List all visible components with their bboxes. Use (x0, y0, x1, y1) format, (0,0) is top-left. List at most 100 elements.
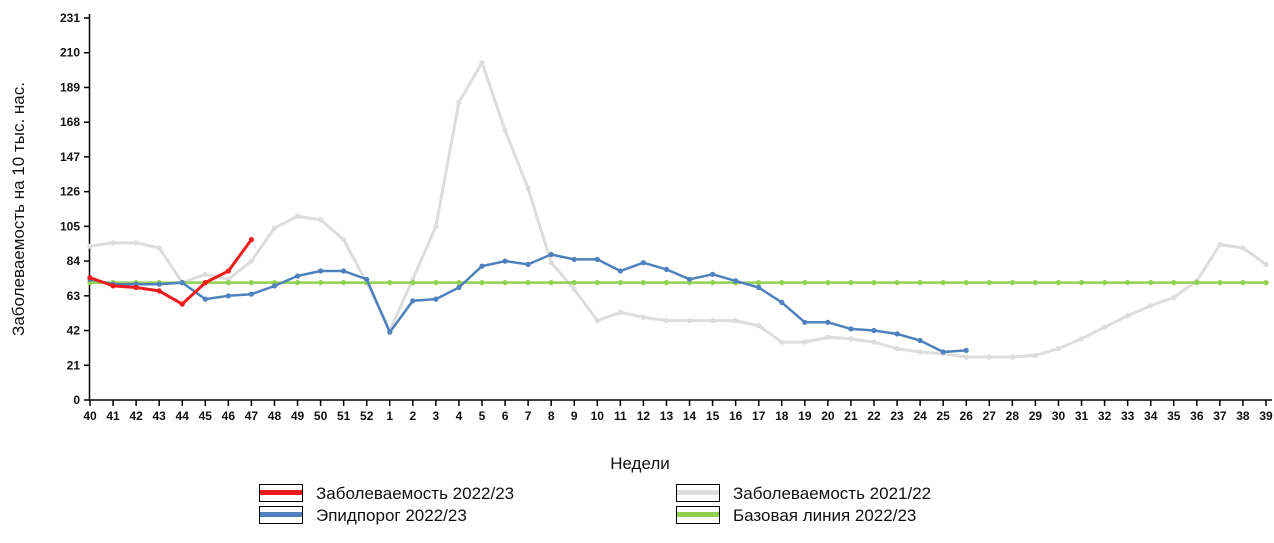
data-point (202, 280, 208, 286)
data-point (225, 280, 231, 286)
x-tick-label: 21 (844, 409, 858, 423)
y-tick-label: 189 (60, 80, 80, 94)
y-tick-label: 0 (73, 393, 80, 407)
data-point (825, 334, 831, 340)
data-point (594, 318, 600, 324)
data-point (779, 299, 785, 305)
data-point (1217, 280, 1223, 286)
data-point (848, 326, 854, 332)
data-point (502, 280, 508, 286)
data-point (663, 318, 670, 324)
x-tick-label: 52 (360, 409, 374, 423)
data-point (1078, 280, 1085, 286)
x-tick-label: 43 (152, 409, 166, 423)
legend-label: Базовая линия 2022/23 (733, 506, 916, 525)
data-point (433, 296, 439, 302)
data-point (225, 268, 231, 274)
x-tick-label: 5 (479, 409, 486, 423)
data-point (756, 280, 762, 286)
x-tick-label: 34 (1144, 409, 1158, 423)
data-point (525, 185, 531, 191)
data-point (1102, 324, 1108, 330)
data-point (571, 280, 577, 286)
legend-swatch (260, 490, 302, 495)
y-tick-label: 21 (67, 358, 81, 372)
y-tick-label: 210 (60, 46, 80, 60)
data-point (502, 127, 508, 134)
data-point (318, 268, 324, 274)
data-point (248, 280, 254, 286)
data-point (1240, 245, 1246, 251)
x-tick-label: 26 (960, 409, 974, 423)
x-tick-label: 11 (614, 409, 627, 423)
data-point (502, 258, 508, 264)
data-point (917, 280, 923, 286)
data-point (686, 276, 693, 282)
x-tick-label: 22 (867, 409, 881, 423)
x-tick-label: 33 (1121, 409, 1135, 423)
data-point (110, 283, 116, 289)
x-tick-label: 2 (409, 409, 416, 423)
data-point (710, 280, 716, 286)
x-tick-label: 35 (1167, 409, 1181, 423)
data-point (133, 240, 139, 246)
data-point (594, 256, 600, 262)
x-tick-label: 27 (983, 409, 997, 423)
data-point (387, 280, 393, 286)
x-tick-label: 39 (1259, 409, 1273, 423)
data-point (1055, 346, 1062, 352)
legend-item: Заболеваемость 2021/22 (676, 484, 931, 503)
data-point (871, 339, 877, 345)
data-point (479, 280, 485, 286)
data-point (179, 280, 185, 286)
y-tick-label: 231 (60, 11, 80, 25)
data-point (225, 293, 231, 299)
y-tick-label: 126 (60, 185, 80, 199)
x-tick-label: 23 (890, 409, 904, 423)
data-point (248, 291, 254, 297)
data-point (156, 288, 162, 294)
data-point (1078, 336, 1085, 342)
x-tick-label: 41 (106, 409, 120, 423)
data-point (318, 217, 324, 223)
data-point (1032, 280, 1038, 286)
x-tick-label: 24 (913, 409, 927, 423)
data-point (341, 280, 347, 286)
x-tick-label: 18 (775, 409, 789, 423)
data-point (410, 298, 416, 304)
data-point (871, 280, 877, 286)
x-tick-label: 45 (199, 409, 213, 423)
data-point (802, 280, 808, 286)
data-point (456, 284, 462, 291)
x-tick-label: 12 (637, 409, 651, 423)
legend-item: Эпидпорог 2022/23 (259, 506, 467, 525)
data-point (848, 280, 854, 286)
y-tick-label: 105 (60, 219, 80, 233)
x-tick-label: 30 (1052, 409, 1066, 423)
x-tick-label: 19 (798, 409, 812, 423)
data-point (410, 280, 416, 286)
x-tick-label: 49 (291, 409, 305, 423)
x-tick-label: 14 (683, 409, 697, 423)
data-point (364, 276, 370, 282)
data-point (617, 268, 624, 274)
x-tick-label: 36 (1190, 409, 1204, 423)
x-tick-label: 6 (502, 409, 509, 423)
data-point (1171, 280, 1177, 286)
data-point (779, 280, 785, 286)
data-point (802, 319, 808, 325)
data-point (640, 314, 647, 320)
data-point (848, 336, 854, 342)
data-point (710, 318, 716, 324)
x-tick-label: 25 (936, 409, 950, 423)
data-point (202, 271, 208, 277)
legend: Заболеваемость 2022/23 Заболеваемость 202… (259, 484, 931, 525)
data-point (1055, 280, 1062, 286)
data-point (663, 280, 670, 286)
data-point (271, 225, 278, 231)
data-point (479, 263, 485, 269)
data-point (294, 273, 301, 279)
data-point (986, 280, 992, 286)
series-line (89, 238, 253, 306)
